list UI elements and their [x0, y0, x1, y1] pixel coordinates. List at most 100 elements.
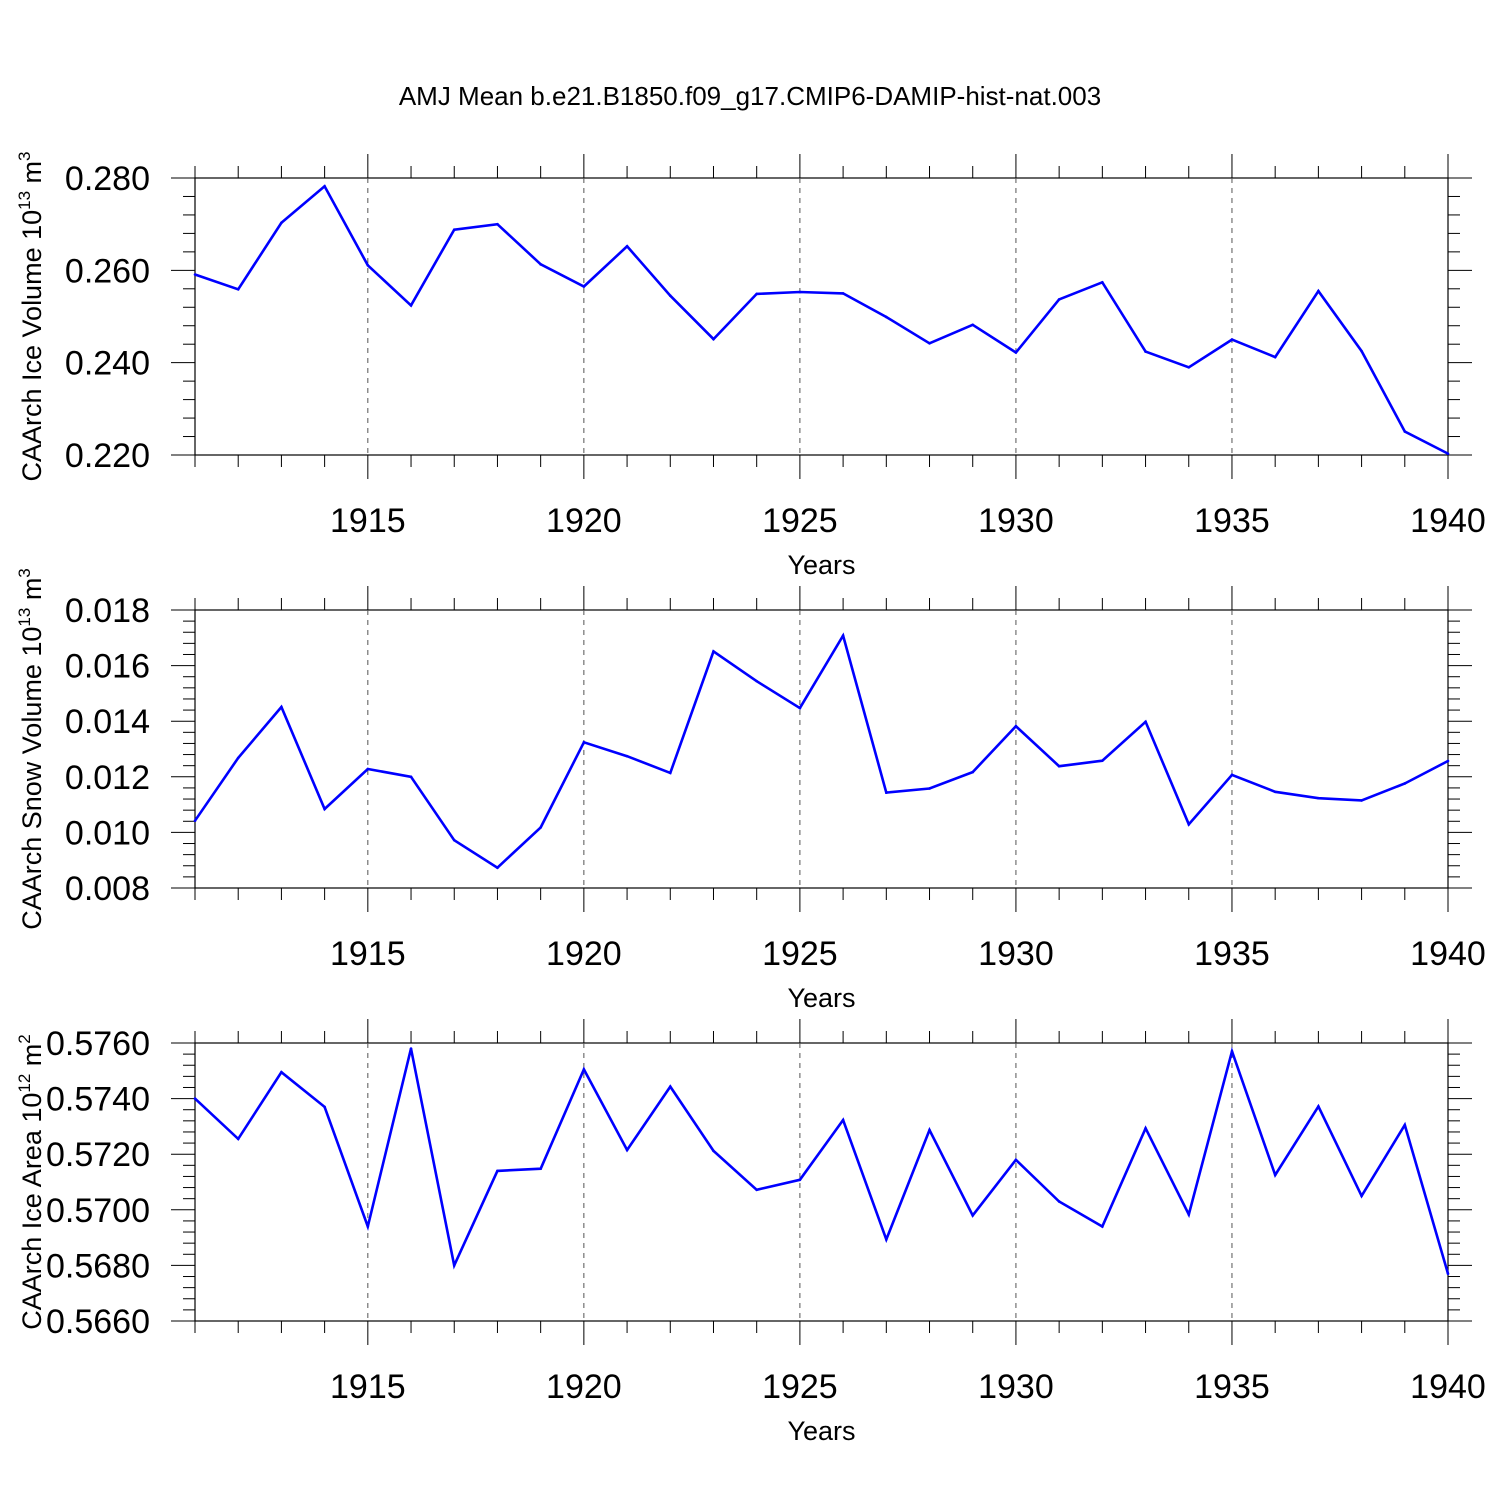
data-point	[193, 273, 197, 276]
data-point	[323, 1105, 326, 1109]
chart-panel-2: 0.008 0.010 0.012 0.014 0.016 0.018 1915 1920 19…	[15, 568, 1486, 1013]
x-tick-label: 1935	[1194, 935, 1270, 973]
data-point	[366, 263, 370, 267]
data-point	[712, 1149, 715, 1153]
x-tick-label: 1930	[978, 502, 1054, 540]
data-point	[668, 294, 672, 298]
data-point	[1057, 1200, 1061, 1203]
data-point	[496, 866, 499, 870]
data-point	[496, 1169, 499, 1173]
x-tick-label: 1920	[546, 935, 622, 973]
data-point	[582, 285, 586, 288]
data-point	[755, 292, 758, 296]
x-tick-label: 1915	[330, 502, 406, 540]
data-point	[798, 290, 802, 294]
x-tick-label: 1925	[762, 935, 838, 973]
data-point	[409, 775, 413, 779]
y-tick-label: 0.5700	[46, 1192, 150, 1230]
data-point	[885, 315, 888, 319]
data-point	[1446, 759, 1450, 763]
y-tick-label: 0.220	[65, 437, 150, 475]
data-point	[841, 292, 845, 295]
data-point	[1144, 1127, 1147, 1130]
data-point	[1057, 764, 1061, 768]
data-point	[1187, 823, 1191, 826]
data-point	[712, 337, 715, 341]
data-point	[409, 304, 413, 307]
y-tick-label: 0.5720	[46, 1136, 150, 1174]
data-point	[1273, 355, 1277, 359]
data-point	[236, 1137, 240, 1141]
chart-panel-1: 0.220 0.240 0.260 0.280 1915 1920 1925 1930 1935…	[15, 151, 1486, 580]
data-point	[928, 341, 931, 345]
data-point	[625, 245, 629, 248]
data-point	[1317, 1105, 1320, 1108]
data-point	[668, 1085, 672, 1088]
data-point	[755, 679, 758, 683]
data-point	[539, 1167, 542, 1170]
y-tick-label: 0.5660	[46, 1303, 150, 1341]
data-point	[928, 787, 931, 790]
x-axis-title: Years	[787, 983, 855, 1013]
data-point	[236, 287, 240, 291]
y-tick-label: 0.5760	[46, 1025, 150, 1063]
data-point	[971, 1214, 975, 1217]
data-point	[1273, 790, 1277, 794]
y-tick-label: 0.008	[65, 870, 150, 908]
data-point	[582, 1068, 586, 1071]
data-point	[798, 706, 802, 710]
data-point	[885, 791, 888, 794]
x-tick-label: 1925	[762, 502, 838, 540]
y-tick-label: 0.280	[65, 160, 150, 198]
data-point	[841, 634, 845, 637]
data-point	[1144, 720, 1147, 724]
data-point	[1230, 1050, 1234, 1053]
y-tick-label: 0.240	[65, 345, 150, 383]
data-point	[280, 705, 283, 709]
data-point	[928, 1128, 931, 1132]
figure-title: AMJ Mean b.e21.B1850.f09_g17.CMIP6-DAMIP…	[399, 81, 1101, 111]
data-point	[1014, 351, 1018, 354]
x-tick-label: 1935	[1194, 502, 1270, 540]
x-axis-title: Years	[787, 550, 855, 580]
data-point	[1360, 799, 1363, 802]
data-point	[1403, 782, 1407, 785]
data-point	[539, 826, 542, 829]
x-tick-label: 1930	[978, 935, 1054, 973]
data-point	[496, 222, 499, 226]
y-tick-label: 0.018	[65, 592, 150, 630]
data-point	[1187, 365, 1191, 369]
series-line	[194, 1046, 1450, 1275]
data-point	[1144, 350, 1147, 353]
data-point	[1403, 1123, 1407, 1127]
y-tick-label: 0.016	[65, 648, 150, 686]
data-point	[1230, 773, 1234, 777]
y-tick-label: 0.012	[65, 759, 150, 797]
data-point	[1403, 430, 1407, 433]
x-tick-label: 1935	[1194, 1368, 1270, 1406]
plot-frame	[194, 1042, 1449, 1322]
x-axis-title: Years	[787, 1416, 855, 1446]
x-tick-label: 1920	[546, 502, 622, 540]
data-point	[280, 1070, 283, 1074]
plot-frame	[194, 177, 1449, 456]
data-point	[1101, 1225, 1104, 1228]
data-point	[668, 771, 672, 775]
series-line	[193, 632, 1449, 870]
chart-panel-3: 0.5660 0.5680 0.5700 0.5720 0.5740 0.5760 1915…	[15, 1019, 1486, 1446]
data-point	[971, 323, 975, 327]
data-point	[841, 1118, 845, 1122]
data-point	[1317, 796, 1320, 800]
data-point	[582, 741, 586, 744]
series-line	[194, 184, 1449, 455]
x-tick-label: 1940	[1410, 502, 1486, 540]
data-point	[193, 819, 197, 823]
data-point	[539, 263, 542, 266]
x-tick-label: 1915	[330, 1368, 406, 1406]
data-point	[323, 185, 326, 188]
x-tick-label: 1925	[762, 1368, 838, 1406]
data-point	[885, 1238, 888, 1241]
data-point	[193, 1097, 197, 1100]
y-axis-title: CAArch Ice Area 1012 m2	[15, 1034, 47, 1330]
